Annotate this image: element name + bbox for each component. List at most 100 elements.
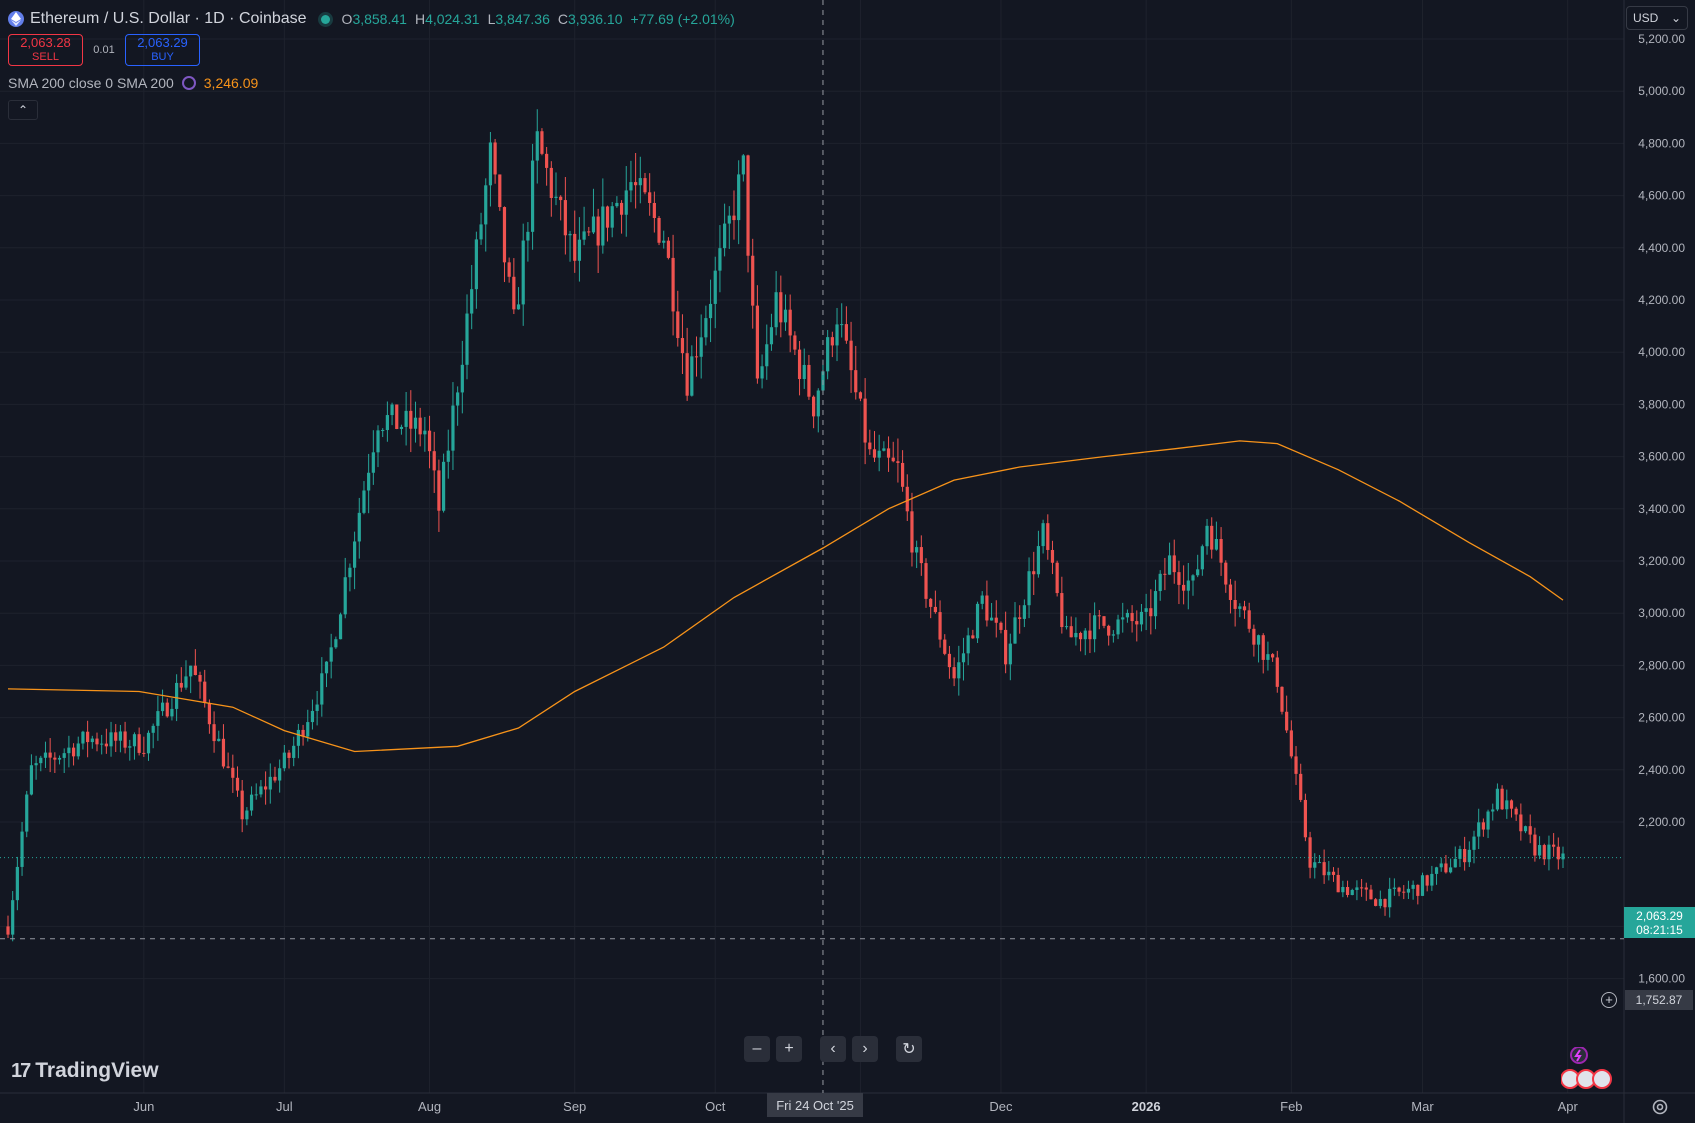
candle-body	[90, 738, 94, 743]
candle-body	[638, 178, 642, 186]
candle-body	[1299, 773, 1303, 800]
candle-body	[891, 457, 895, 462]
scroll-left-button[interactable]: ‹	[820, 1036, 846, 1062]
candle-body	[812, 396, 816, 417]
candle-body	[15, 866, 19, 901]
gear-icon[interactable]	[1651, 1098, 1669, 1116]
candle-body	[404, 410, 408, 427]
chart-navigation: – + ‹ › ↻	[744, 1036, 922, 1062]
candle-body	[273, 776, 277, 781]
candle-body	[151, 725, 155, 733]
candle-body	[268, 776, 272, 790]
candle-body	[287, 752, 291, 758]
candle-body	[732, 215, 736, 221]
tradingview-logo[interactable]: 17 TradingView	[11, 1059, 159, 1083]
candle-body	[1125, 612, 1130, 618]
y-tick-label: 3,400.00	[1638, 502, 1685, 516]
candle-body	[1196, 569, 1200, 576]
zoom-out-button[interactable]: –	[744, 1036, 770, 1062]
candle-body	[142, 752, 146, 754]
events-flags-icon[interactable]	[1561, 1047, 1613, 1091]
candle-body	[1411, 884, 1415, 889]
candle-body	[844, 324, 848, 341]
candle-body	[563, 200, 567, 236]
symbol-title[interactable]: Ethereum / U.S. Dollar · 1D · Coinbase	[30, 10, 307, 27]
buy-button[interactable]: 2,063.29 BUY	[125, 34, 200, 66]
brand-name: TradingView	[35, 1059, 159, 1082]
candle-body	[1331, 871, 1336, 875]
candle-body	[582, 231, 586, 240]
x-tick-label: Dec	[989, 1099, 1013, 1114]
candle-body	[1444, 863, 1448, 873]
candle-body	[989, 617, 994, 621]
candle-body	[1004, 629, 1008, 665]
candle-body	[605, 206, 610, 228]
indicator-legend[interactable]: SMA 200 close 0 SMA 200 3,246.09	[8, 75, 258, 91]
candle-body	[1378, 898, 1382, 906]
candle-body	[71, 747, 76, 757]
candle-body	[540, 131, 544, 154]
collapse-legend-button[interactable]: ⌃	[8, 100, 38, 120]
candle-body	[708, 303, 713, 319]
candle-body	[34, 763, 38, 766]
candle-body	[301, 729, 305, 737]
candle-body	[1144, 608, 1148, 612]
candle-body	[1495, 788, 1500, 810]
candle-body	[1027, 571, 1031, 606]
ethereum-icon	[8, 11, 24, 27]
candle-body	[20, 831, 24, 867]
candle-body	[1500, 788, 1504, 810]
candle-body	[919, 547, 923, 564]
candle-body	[1537, 845, 1542, 856]
candle-body	[95, 738, 99, 745]
candle-body	[1074, 632, 1078, 638]
candle-body	[1111, 634, 1115, 636]
sell-button[interactable]: 2,063.28 SELL	[8, 34, 83, 66]
candle-body	[189, 665, 193, 677]
candle-body	[999, 622, 1003, 630]
scroll-right-button[interactable]: ›	[852, 1036, 878, 1062]
plus-circle-icon[interactable]: +	[1601, 992, 1617, 1008]
candle-body	[685, 353, 689, 396]
candle-body	[971, 635, 975, 639]
candle-body	[1167, 555, 1172, 575]
zoom-in-button[interactable]: +	[776, 1036, 802, 1062]
candle-body	[526, 231, 530, 241]
ohlc-values: O3,858.41 H4,024.31 L3,847.36 C3,936.10 …	[341, 11, 735, 27]
candle-body	[1242, 606, 1247, 611]
candle-body	[1256, 635, 1261, 645]
candle-body	[910, 511, 914, 553]
candle-body	[104, 743, 108, 747]
candle-body	[362, 490, 366, 513]
candle-body	[413, 417, 418, 429]
candle-body	[793, 335, 797, 350]
candle-body	[488, 142, 493, 186]
candle-body	[863, 398, 867, 443]
currency-select[interactable]: USD ⌄	[1626, 6, 1688, 30]
candle-body	[1439, 863, 1443, 868]
candle-body	[446, 450, 450, 462]
candle-body	[671, 257, 675, 312]
candle-body	[1093, 615, 1097, 640]
candle-body	[521, 240, 525, 305]
candle-body	[259, 786, 263, 795]
candle-body	[615, 202, 619, 207]
candle-body	[352, 541, 357, 568]
candle-body	[29, 765, 34, 795]
candle-body	[1336, 874, 1340, 893]
candle-body	[676, 311, 680, 339]
candle-body	[975, 603, 980, 639]
reset-chart-button[interactable]: ↻	[896, 1036, 922, 1062]
candle-body	[1416, 884, 1420, 896]
candle-body	[849, 340, 853, 371]
candle-body	[1271, 654, 1275, 658]
y-tick-label: 4,000.00	[1638, 345, 1685, 359]
candle-body	[123, 731, 127, 748]
candle-body	[282, 752, 286, 769]
last-price: 2,063.29	[1636, 908, 1683, 923]
candle-body	[53, 757, 57, 760]
candle-body	[231, 767, 235, 778]
tradingview-mark-icon: 17	[11, 1059, 31, 1082]
candle-body	[100, 743, 104, 745]
